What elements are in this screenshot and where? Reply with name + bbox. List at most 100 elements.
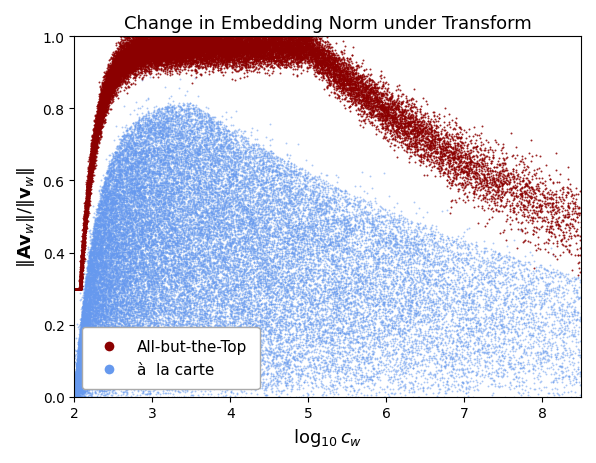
Point [70, 285, 79, 293]
Point [361, 277, 370, 285]
Point [117, 68, 127, 75]
Point [528, 355, 538, 362]
Point [80, 209, 90, 216]
Point [99, 332, 108, 339]
Point [121, 278, 131, 285]
Point [225, 183, 234, 191]
Point [225, 137, 234, 144]
Point [185, 39, 195, 47]
Point [98, 93, 108, 100]
Point [156, 134, 165, 141]
Point [135, 53, 145, 60]
Point [399, 128, 408, 135]
Point [83, 193, 93, 200]
Point [122, 367, 132, 375]
Point [73, 285, 83, 293]
Point [132, 332, 141, 339]
Point [105, 352, 114, 360]
Point [78, 304, 88, 312]
Point [140, 43, 150, 50]
Point [98, 103, 107, 110]
Point [104, 90, 114, 98]
Point [185, 150, 195, 157]
Point [170, 157, 179, 165]
Point [112, 69, 122, 77]
Point [226, 33, 235, 41]
Point [76, 285, 86, 292]
Point [171, 39, 181, 47]
Point [80, 204, 90, 211]
Point [536, 179, 545, 187]
Point [156, 33, 165, 41]
Point [134, 245, 143, 253]
Point [257, 219, 266, 226]
Point [212, 294, 221, 301]
Point [89, 159, 98, 166]
Point [160, 294, 170, 301]
Point [112, 51, 122, 59]
Point [213, 46, 222, 54]
Point [262, 33, 271, 41]
Point [74, 368, 83, 375]
Point [238, 371, 248, 379]
Point [177, 33, 187, 41]
Point [219, 352, 229, 360]
Point [135, 132, 145, 139]
Point [103, 101, 112, 108]
Point [467, 367, 477, 375]
Point [188, 236, 198, 244]
Point [230, 333, 240, 340]
Point [96, 118, 105, 125]
Point [510, 365, 519, 373]
Point [334, 69, 344, 76]
Point [133, 52, 142, 59]
Point [451, 338, 461, 346]
Point [315, 200, 325, 208]
Point [159, 160, 169, 168]
Point [117, 70, 127, 77]
Point [180, 373, 190, 380]
Point [162, 33, 172, 41]
Point [285, 300, 295, 308]
Point [389, 147, 399, 154]
Point [157, 197, 166, 204]
Point [195, 43, 204, 50]
Point [103, 277, 113, 285]
Point [281, 46, 290, 53]
Point [74, 391, 83, 399]
Point [248, 371, 257, 379]
Point [144, 221, 153, 229]
Point [194, 181, 203, 189]
Point [262, 237, 272, 244]
Point [166, 48, 175, 55]
Point [112, 61, 122, 68]
Point [313, 209, 322, 217]
Point [130, 34, 139, 41]
Point [473, 248, 482, 256]
Point [493, 338, 502, 345]
Point [79, 369, 89, 376]
Point [307, 37, 316, 44]
Point [218, 342, 228, 349]
Point [292, 47, 302, 54]
Point [105, 66, 114, 73]
Point [196, 52, 206, 59]
Point [136, 231, 146, 238]
Point [70, 285, 79, 293]
Point [100, 104, 110, 112]
Point [375, 103, 384, 110]
Point [175, 154, 185, 162]
Point [156, 114, 166, 122]
Point [166, 41, 175, 49]
Point [80, 228, 90, 235]
Point [312, 58, 321, 65]
Point [177, 350, 187, 357]
Point [82, 217, 91, 225]
Point [280, 219, 289, 226]
Point [146, 217, 156, 225]
Point [122, 319, 131, 326]
Point [80, 344, 90, 352]
Point [88, 293, 98, 300]
Point [451, 239, 461, 247]
Point [305, 37, 314, 44]
